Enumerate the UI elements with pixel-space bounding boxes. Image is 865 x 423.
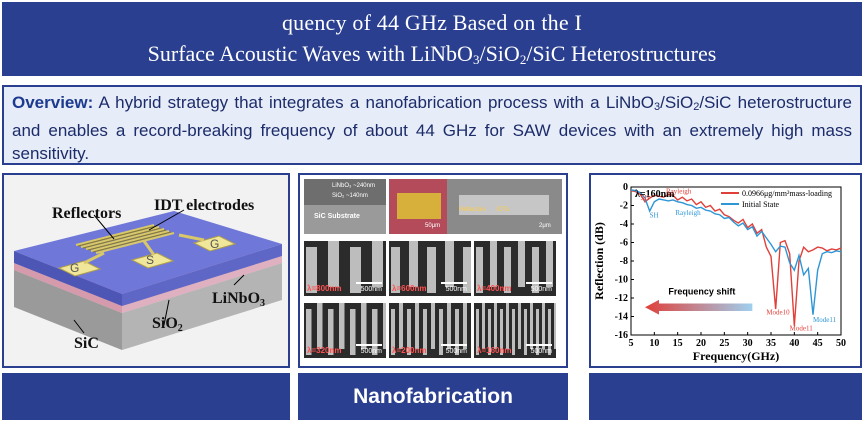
sem-tile: λ=200nm 500nm <box>389 303 471 358</box>
y-tick-label: -10 <box>615 275 628 286</box>
title-banner: quency of 44 GHz Based on the I Surface … <box>2 2 862 76</box>
sem-wavelength-label: λ=600nm <box>392 284 427 293</box>
saw-device-illustration <box>14 209 282 350</box>
pad-g2-label: G <box>210 237 220 251</box>
sem-fingers <box>476 303 556 355</box>
x-tick-label: 5 <box>629 338 634 349</box>
reflectors-label: Reflectors <box>52 205 122 222</box>
sem-wavelength-label: λ=200nm <box>392 346 427 355</box>
y-tick-label: -4 <box>620 219 628 230</box>
y-tick-label: -12 <box>615 293 628 304</box>
chart-footer-bar <box>589 373 862 420</box>
x-tick-label: 35 <box>766 338 776 349</box>
sem-fingers <box>306 303 386 355</box>
x-tick-label: 40 <box>789 338 799 349</box>
scale-bar-label: 500nm <box>530 348 552 355</box>
nanofabrication-panel: LiNbO₃ ~240nm SiO₂ ~140nm SiC Substrate … <box>298 173 568 368</box>
title-line-2: Surface Acoustic Waves with LiNbO3/SiO2/… <box>147 41 717 67</box>
series-mass-loading-line <box>630 190 842 326</box>
pad-s-label: S <box>146 253 155 267</box>
annotation-rayleigh-bottom: Rayleigh <box>675 209 701 217</box>
annotation-sh-top: SH <box>640 194 649 202</box>
scale-bar-label: 500nm <box>530 286 552 293</box>
scale-bar <box>356 344 382 346</box>
y-axis-label: Reflection (dB) <box>592 222 606 300</box>
scale-bar <box>526 282 552 284</box>
frequency-shift-label: Frequency shift <box>668 286 735 296</box>
x-axis-label: Frequency(GHz) <box>693 349 779 363</box>
sem-fingers <box>391 241 471 293</box>
scale-bar-label: 500nm <box>445 286 467 293</box>
annotation-mode10: Mode10 <box>766 309 790 317</box>
x-tick-label: 25 <box>719 338 729 349</box>
sic-label: SiC <box>74 335 99 352</box>
pad-g1-label: G <box>70 261 80 275</box>
y-tick-label: -16 <box>615 330 628 341</box>
y-tick-label: 0 <box>623 182 628 193</box>
x-tick-label: 50 <box>836 338 846 349</box>
sem-fingers <box>476 241 553 293</box>
sem-wavelength-label: λ=320nm <box>307 346 342 355</box>
y-tick-label: -6 <box>620 238 628 249</box>
scale-bar-label: 500nm <box>360 286 382 293</box>
sem-tile: λ=160nm 500nm <box>474 303 556 358</box>
scale-bar <box>356 282 382 284</box>
annotation-sh-bottom: SH <box>650 212 659 220</box>
linbo3-label: LiNbO3 <box>212 290 266 309</box>
y-tick-label: -8 <box>620 256 628 267</box>
reflection-chart: 5 10 15 20 25 30 35 40 45 50 0 -2 -4 -6 -8 -10 -12 -14 -16… <box>592 182 846 363</box>
annotation-mode11: Mode11 <box>790 324 814 332</box>
sem-tile: λ=600nm 500nm <box>389 241 471 296</box>
legend-label-initial: Initial State <box>742 200 780 209</box>
x-tick-label: 30 <box>743 338 753 349</box>
sem-tile: λ=320nm 500nm <box>304 303 386 358</box>
scale-bar <box>441 344 467 346</box>
legend-label-mass: 0.0966μg/mm²mass-loading <box>742 189 832 198</box>
device-panel: Reflectors IDT electrodes G S G LiNbO3 S… <box>2 173 290 368</box>
sem-tile: λ=800nm 500nm <box>304 241 386 296</box>
x-tick-label: 10 <box>649 338 659 349</box>
sem-wavelength-label: λ=800nm <box>307 284 342 293</box>
idt-electrodes-label: IDT electrodes <box>154 197 255 214</box>
sem-tile: λ=400nm 500nm <box>474 241 556 296</box>
sem-wavelength-label: λ=160nm <box>477 346 512 355</box>
annotation-rayleigh-top: Rayleigh <box>666 187 692 195</box>
y-tick-label: -2 <box>620 201 628 212</box>
sio2-label: SiO2 <box>152 315 183 334</box>
lambda-annotation: λ=160nm <box>635 189 675 200</box>
overview-box: Overview: A hybrid strategy that integra… <box>2 85 862 165</box>
scale-bar <box>526 344 552 346</box>
device-footer-bar <box>2 373 290 420</box>
sem-fingers <box>306 241 383 293</box>
device-overview-image: Reflectors IDTs 50μm 2μm <box>389 179 562 234</box>
frequency-shift-arrow <box>645 299 753 315</box>
series-initial-state-line <box>630 189 842 315</box>
scale-bar-label: 500nm <box>445 348 467 355</box>
cross-section-image: LiNbO₃ ~240nm SiO₂ ~140nm SiC Substrate <box>304 179 386 234</box>
title-line-1: quency of 44 GHz Based on the I <box>281 10 583 35</box>
scale-bar <box>441 282 467 284</box>
sem-fingers <box>391 303 467 355</box>
overview-label: Overview: <box>12 93 94 112</box>
scale-bar-label: 500nm <box>360 348 382 355</box>
y-tick-label: -14 <box>615 312 628 323</box>
x-tick-label: 20 <box>696 338 706 349</box>
x-tick-label: 15 <box>673 338 683 349</box>
reflection-chart-panel: 5 10 15 20 25 30 35 40 45 50 0 -2 -4 -6 -8 -10 -12 -14 -16… <box>589 173 862 368</box>
plot-frame <box>630 186 842 336</box>
sem-wavelength-label: λ=400nm <box>477 284 512 293</box>
annotation-mode11-initial: Mode11 <box>813 316 837 324</box>
nanofabrication-footer: Nanofabrication <box>298 373 568 420</box>
x-tick-label: 45 <box>813 338 823 349</box>
